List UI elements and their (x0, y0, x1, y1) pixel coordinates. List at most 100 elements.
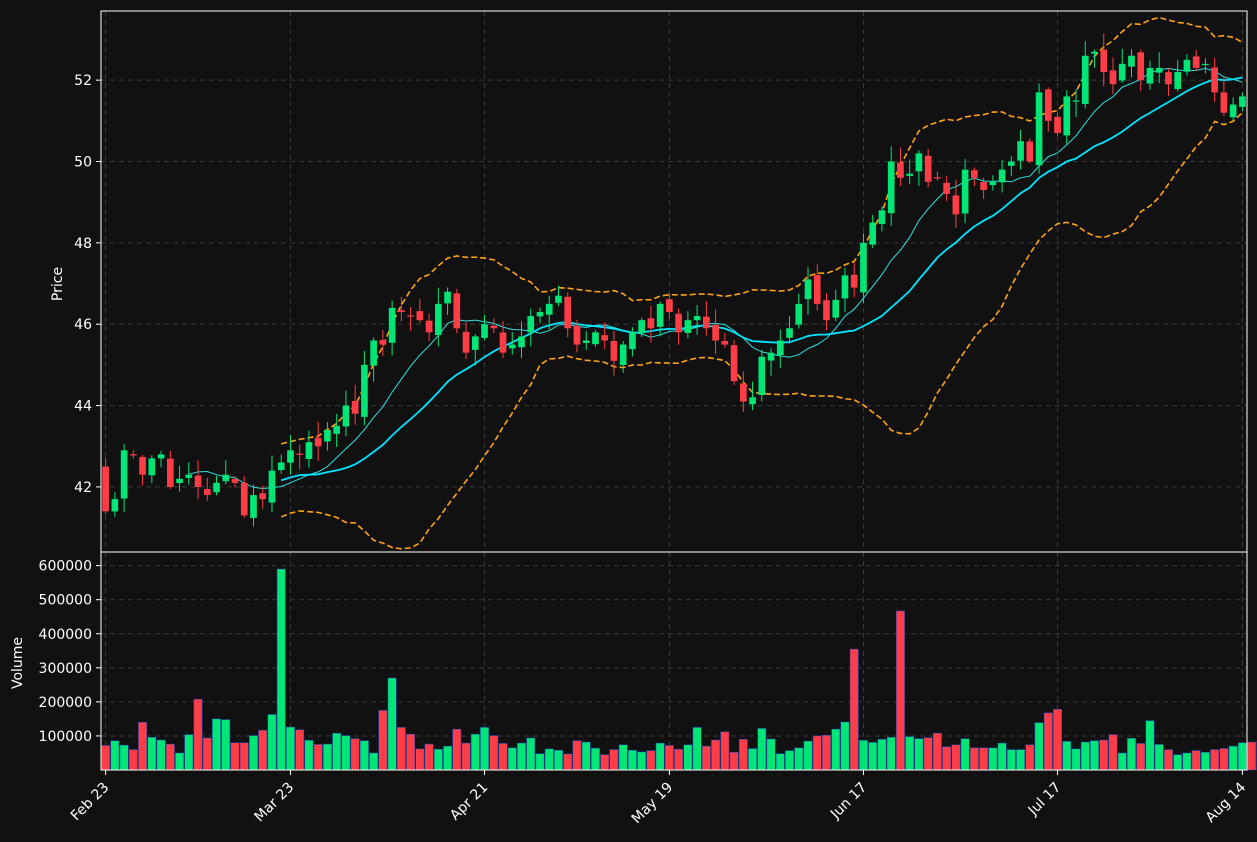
candle-body (656, 303, 664, 327)
volume-bar (415, 748, 425, 771)
candle-body (102, 466, 109, 512)
volume-bar (165, 743, 175, 771)
volume-bar (738, 739, 748, 771)
volume-tick-label: 500000 (39, 593, 92, 609)
candle-body (1026, 141, 1034, 162)
volume-bar (1117, 752, 1127, 771)
candle-body (185, 474, 193, 478)
volume-tick-label: 200000 (39, 695, 92, 711)
volume-bar (202, 737, 212, 771)
candle-body (564, 296, 572, 329)
candles (102, 33, 1246, 527)
volume-bar (840, 721, 850, 771)
volume-bar (249, 735, 258, 771)
candle-body (767, 352, 775, 361)
candle-body (398, 310, 405, 313)
volume-bar (1237, 742, 1247, 771)
candle-body (1091, 51, 1098, 54)
candle-body (1081, 55, 1089, 105)
candle-body (1035, 92, 1043, 166)
candle-body (148, 458, 156, 476)
volume-bar (812, 735, 822, 771)
candle-body (250, 495, 257, 519)
volume-bar (156, 739, 166, 771)
candle-body (518, 336, 525, 348)
candle-body (1165, 72, 1172, 85)
volume-bar (221, 719, 231, 771)
volume-bar (267, 714, 277, 771)
volume-tick-label: 600000 (39, 559, 92, 575)
volume-bar (701, 745, 711, 771)
volume-bar (433, 748, 443, 771)
volume-bar (535, 753, 545, 771)
candle-body (176, 478, 183, 484)
candle-body (490, 325, 498, 329)
candle-body (213, 482, 220, 493)
volume-bar (692, 727, 702, 771)
volume-bar (101, 745, 111, 771)
volume-bar (1210, 749, 1220, 771)
volume-bar (480, 727, 489, 771)
volume-bar (1247, 741, 1257, 771)
candle-body (730, 345, 738, 382)
candle-body (989, 181, 997, 185)
candle-body (1174, 72, 1182, 90)
candle-body (1211, 67, 1218, 93)
candle-body (342, 405, 350, 427)
candle-body (869, 222, 877, 245)
volume-bar (766, 738, 776, 771)
volume-bar (461, 742, 471, 771)
volume-bar (785, 750, 794, 771)
volume-bar (175, 752, 184, 771)
candle-body (1072, 100, 1080, 102)
volume-bar (1099, 739, 1109, 771)
candle-body (804, 279, 812, 300)
candle-body (555, 295, 562, 303)
volume-bar (1006, 749, 1016, 771)
candle-body (130, 454, 137, 456)
volume-bars (101, 568, 1257, 771)
candle-body (1128, 55, 1135, 67)
candle-body (582, 340, 590, 343)
candle-body (324, 429, 331, 442)
volume-bar (507, 747, 517, 771)
volume-bar (1164, 749, 1173, 771)
volume-bar (396, 727, 406, 771)
candle-body (860, 242, 867, 293)
candle-body (998, 169, 1006, 183)
candle-body (1100, 49, 1108, 73)
candle-body (693, 316, 701, 321)
candle-body (361, 364, 368, 417)
volume-bar (822, 735, 831, 771)
volume-bar (369, 752, 379, 771)
candle-body (527, 316, 535, 333)
volume-bar (498, 743, 508, 771)
candle-body (416, 311, 424, 321)
candle-body (758, 356, 766, 395)
volume-bar (184, 734, 194, 771)
candle-body (971, 170, 978, 178)
candle-body (897, 162, 904, 178)
candle-body (296, 453, 304, 455)
volume-bar (1173, 754, 1183, 771)
volume-bar (304, 740, 314, 771)
volume-tick-label: 300000 (39, 661, 92, 677)
candle-body (619, 344, 627, 365)
candle-body (980, 181, 987, 190)
volume-bar (1034, 722, 1044, 771)
volume-bar (1182, 752, 1192, 771)
candle-body (277, 462, 285, 471)
candle-body (675, 313, 682, 333)
volume-bar (193, 698, 203, 771)
volume-bar (618, 744, 628, 771)
volume-bar (1090, 740, 1099, 771)
candle-body (573, 325, 581, 345)
volume-bar (517, 742, 526, 771)
candle-body (684, 320, 692, 333)
volume-bar (554, 749, 563, 771)
price-panel: 42 44 46 48 50 52 (74, 10, 1248, 553)
volume-bar (600, 754, 610, 771)
volume-bar (960, 738, 970, 771)
price-tick-label: 42 (74, 480, 92, 496)
candle-body (157, 454, 165, 459)
